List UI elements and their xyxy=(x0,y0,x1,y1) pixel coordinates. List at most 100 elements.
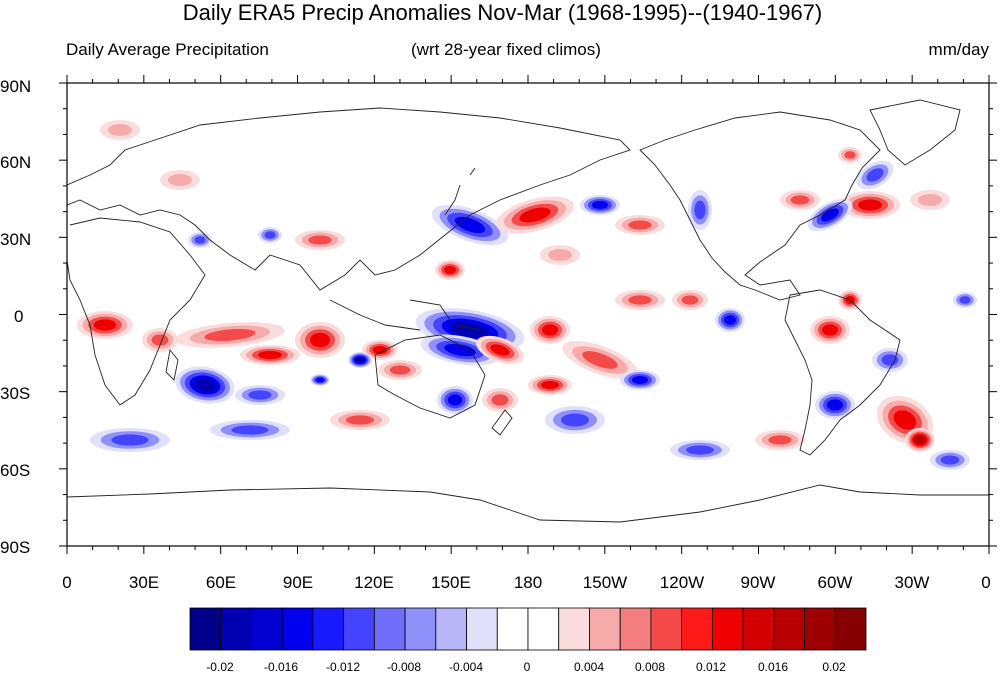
colorbar-swatch xyxy=(312,607,345,651)
colorbar-tick-label: 0.02 xyxy=(822,660,846,674)
lon-label-150e: 150E xyxy=(431,573,471,592)
colorbar-tick-label: 0.004 xyxy=(573,660,605,674)
lon-label-60e: 60E xyxy=(205,573,237,592)
positive-anomaly xyxy=(491,394,509,406)
colorbar-swatch xyxy=(527,607,560,651)
negative-anomaly xyxy=(111,434,149,446)
negative-anomaly xyxy=(866,168,884,182)
positive-anomaly xyxy=(628,220,652,230)
lat-label-30s: 30S xyxy=(0,384,31,403)
positive-anomaly xyxy=(108,124,132,136)
colorbar-swatch xyxy=(373,607,406,651)
negative-anomaly xyxy=(355,357,365,363)
negative-anomaly xyxy=(632,376,648,384)
positive-anomaly xyxy=(258,351,282,359)
positive-anomaly xyxy=(858,199,882,211)
positive-anomaly xyxy=(918,194,942,206)
negative-anomaly xyxy=(694,200,706,220)
negative-anomaly xyxy=(940,455,960,465)
subtitle-left: Daily Average Precipitation xyxy=(66,40,269,59)
positive-anomaly xyxy=(310,332,330,348)
coastlines xyxy=(67,99,989,523)
negative-anomaly xyxy=(264,231,276,239)
lat-label-60n: 60N xyxy=(0,153,32,172)
colorbar-swatch xyxy=(650,607,683,651)
colorbar-swatch xyxy=(804,607,836,651)
colorbar-swatch xyxy=(742,607,775,651)
coastline-eurasia xyxy=(67,107,631,291)
negative-anomaly xyxy=(881,354,899,366)
positive-anomaly xyxy=(548,249,572,261)
positive-anomaly xyxy=(822,324,838,336)
negative-anomaly xyxy=(248,390,272,400)
lon-label-0-east: 0 xyxy=(981,573,991,592)
map-background xyxy=(67,83,989,546)
colorbar-tick-label: -0.016 xyxy=(263,660,299,674)
positive-anomaly xyxy=(444,266,456,274)
positive-anomaly xyxy=(151,334,169,346)
lat-label-90n: 90N xyxy=(0,77,32,96)
positive-anomaly xyxy=(844,151,856,159)
colorbar-swatch xyxy=(281,607,314,651)
colorbar-swatch xyxy=(435,607,467,651)
colorbar-swatch xyxy=(496,607,529,651)
positive-anomaly xyxy=(93,319,117,331)
positive-anomaly xyxy=(389,365,411,375)
positive-anomaly xyxy=(308,235,332,245)
positive-anomaly xyxy=(628,295,652,305)
colorbar-swatch xyxy=(711,607,744,651)
lon-label-60w: 60W xyxy=(817,573,853,592)
coastline-new-zealand xyxy=(491,409,513,436)
colorbar-swatch xyxy=(189,607,222,651)
anomaly-field xyxy=(77,120,977,470)
coastline-australia xyxy=(374,334,486,419)
coastline-north-america xyxy=(639,111,881,301)
colorbar-tick-label: -0.012 xyxy=(325,660,361,674)
lon-label-180: 180 xyxy=(513,573,543,592)
lon-label-30e: 30E xyxy=(128,573,160,592)
subtitle-center: (wrt 28-year fixed climos) xyxy=(411,40,601,59)
colorbar-tick-label: -0.004 xyxy=(448,660,484,674)
positive-anomaly xyxy=(893,410,917,430)
coastline-south-america xyxy=(784,289,901,456)
positive-anomaly xyxy=(519,207,551,223)
positive-anomaly xyxy=(346,415,374,425)
negative-anomaly xyxy=(592,201,608,209)
colorbar-swatch xyxy=(589,607,621,651)
lat-label-30n: 30N xyxy=(0,230,32,249)
lat-label-90s: 90S xyxy=(0,538,31,557)
negative-anomaly xyxy=(194,378,216,392)
colorbar-swatch xyxy=(466,607,498,651)
colorbar-tick-label: 0.012 xyxy=(695,660,727,674)
lat-label-0: 0 xyxy=(14,307,24,326)
lat-label-60s: 60S xyxy=(0,461,31,480)
negative-anomaly xyxy=(194,236,206,244)
coastline-greenland xyxy=(869,99,961,166)
negative-anomaly xyxy=(444,343,476,357)
colorbar-tick-label: 0.016 xyxy=(757,660,789,674)
colorbar-swatch xyxy=(558,607,590,651)
colorbar xyxy=(189,607,867,651)
coastline-antarctica xyxy=(67,484,989,523)
coastline-africa xyxy=(67,217,206,406)
lon-label-150w: 150W xyxy=(582,573,628,592)
negative-anomaly xyxy=(959,296,971,304)
positive-anomaly xyxy=(490,344,510,356)
negative-anomaly xyxy=(821,208,839,222)
positive-anomaly xyxy=(541,381,559,389)
axis-ticks xyxy=(59,75,997,554)
negative-anomaly xyxy=(447,394,463,406)
colorbar-tick-label: 0.008 xyxy=(634,660,666,674)
positive-anomaly xyxy=(914,435,926,445)
negative-anomaly xyxy=(316,377,324,383)
coastline-japan xyxy=(444,167,476,216)
lon-label-90w: 90W xyxy=(740,573,776,592)
colorbar-swatch xyxy=(834,607,867,651)
coastline-madagascar xyxy=(165,348,179,381)
plot-title: Daily ERA5 Precip Anomalies Nov-Mar (196… xyxy=(182,0,823,25)
positive-anomaly xyxy=(790,195,810,205)
colorbar-swatch xyxy=(404,607,437,651)
positive-anomaly xyxy=(542,324,558,336)
colorbar-swatch xyxy=(220,607,252,651)
